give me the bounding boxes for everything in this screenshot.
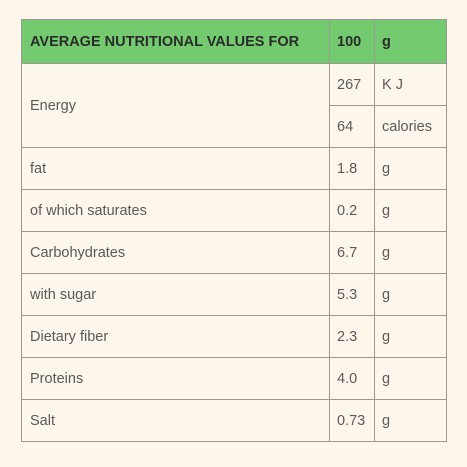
- nutrient-amount: 64: [329, 105, 375, 148]
- table-row: with sugar 5.3 g: [21, 273, 447, 316]
- table-row: Salt 0.73 g: [21, 399, 447, 442]
- table-row: Energy 267 K J: [21, 63, 447, 148]
- nutrient-label: Energy: [21, 63, 330, 148]
- table-header: AVERAGE NUTRITIONAL VALUES FOR 100 g: [21, 19, 447, 64]
- nutrient-label: with sugar: [21, 273, 330, 316]
- nutrient-label: Proteins: [21, 357, 330, 400]
- nutrient-unit: g: [374, 357, 447, 400]
- nutrient-unit: g: [374, 231, 447, 274]
- table-row: of which saturates 0.2 g: [21, 189, 447, 232]
- header-unit: g: [374, 19, 447, 64]
- nutrient-amount: 6.7: [329, 231, 375, 274]
- table-body: Energy 267 K J 64 calories fat 1.8 g of which sa…: [21, 63, 447, 442]
- nutrient-label: Dietary fiber: [21, 315, 330, 358]
- nutrient-amount: 267: [329, 63, 375, 106]
- table-row: Proteins 4.0 g: [21, 357, 447, 400]
- nutrient-unit: g: [374, 273, 447, 316]
- nutrient-label: Carbohydrates: [21, 231, 330, 274]
- header-amount: 100: [329, 19, 375, 64]
- nutrient-amount: 0.2: [329, 189, 375, 232]
- nutrient-unit: K J: [374, 63, 447, 106]
- table-row: Dietary fiber 2.3 g: [21, 315, 447, 358]
- nutrient-unit: g: [374, 399, 447, 442]
- header-title: AVERAGE NUTRITIONAL VALUES FOR: [21, 19, 330, 64]
- nutrient-unit: g: [374, 147, 447, 190]
- nutrient-label: of which saturates: [21, 189, 330, 232]
- nutrient-unit: g: [374, 189, 447, 232]
- nutrient-amount: 4.0: [329, 357, 375, 400]
- nutrient-amount: 1.8: [329, 147, 375, 190]
- nutrient-unit: calories: [374, 105, 447, 148]
- nutrient-unit: g: [374, 315, 447, 358]
- table-row: Carbohydrates 6.7 g: [21, 231, 447, 274]
- table-row: fat 1.8 g: [21, 147, 447, 190]
- nutrient-amount: 5.3: [329, 273, 375, 316]
- nutrient-amount: 0.73: [329, 399, 375, 442]
- table-row: 64 calories: [22, 105, 447, 148]
- nutrient-label: Salt: [21, 399, 330, 442]
- nutrient-label: fat: [21, 147, 330, 190]
- header-row: AVERAGE NUTRITIONAL VALUES FOR 100 g: [21, 19, 447, 64]
- nutrient-amount: 2.3: [329, 315, 375, 358]
- nutrition-table: AVERAGE NUTRITIONAL VALUES FOR 100 g Ene…: [21, 19, 447, 442]
